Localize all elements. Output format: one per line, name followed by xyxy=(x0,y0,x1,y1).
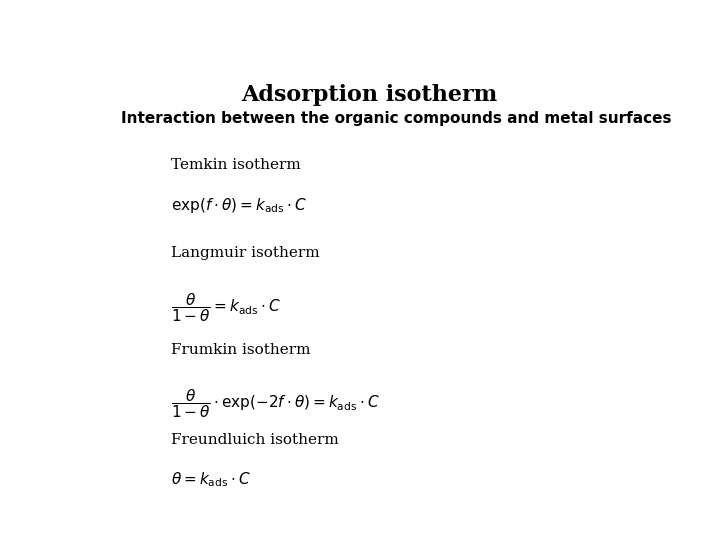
Text: $\dfrac{\theta}{1-\theta} \cdot \exp(-2f \cdot \theta) = k_{\mathrm{ads}} \cdot : $\dfrac{\theta}{1-\theta} \cdot \exp(-2f… xyxy=(171,387,379,420)
Text: $\dfrac{\theta}{1-\theta} = k_{\mathrm{ads}} \cdot C$: $\dfrac{\theta}{1-\theta} = k_{\mathrm{a… xyxy=(171,292,281,324)
Text: $\exp(f \cdot \theta) = k_{\mathrm{ads}} \cdot C$: $\exp(f \cdot \theta) = k_{\mathrm{ads}}… xyxy=(171,196,307,215)
Text: Interaction between the organic compounds and metal surfaces: Interaction between the organic compound… xyxy=(121,111,671,125)
Text: Freundluich isotherm: Freundluich isotherm xyxy=(171,433,338,447)
Text: Temkin isotherm: Temkin isotherm xyxy=(171,158,301,172)
Text: $\theta = k_{\mathrm{ads}} \cdot C$: $\theta = k_{\mathrm{ads}} \cdot C$ xyxy=(171,470,251,489)
Text: Frumkin isotherm: Frumkin isotherm xyxy=(171,343,310,357)
Text: Adsorption isotherm: Adsorption isotherm xyxy=(241,84,497,105)
Text: Langmuir isotherm: Langmuir isotherm xyxy=(171,246,320,260)
